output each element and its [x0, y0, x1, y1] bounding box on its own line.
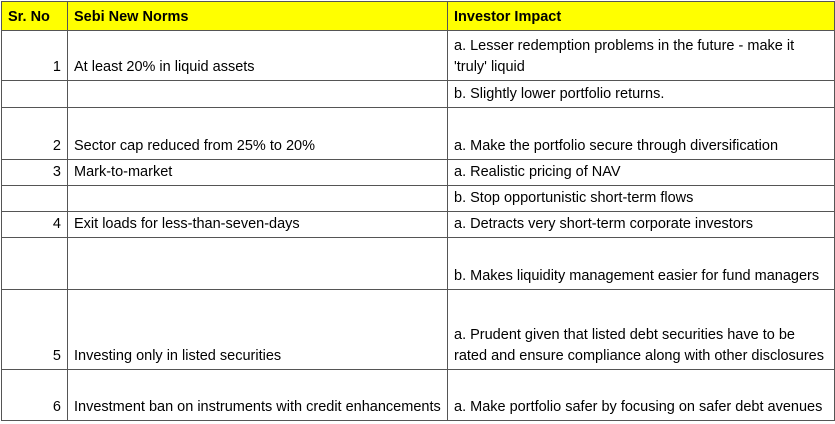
- table-cell: 3: [1, 159, 68, 186]
- table-row: 2 Sector cap reduced from 25% to 20% a. Ma…: [1, 107, 835, 160]
- table-cell: Investing only in listed securities: [67, 289, 448, 370]
- table-cell: [1, 237, 68, 290]
- table-cell: a. Prudent given that listed debt securi…: [447, 289, 835, 370]
- table-cell: a. Make the portfolio secure through div…: [447, 107, 835, 160]
- table-row: b. Slightly lower portfolio returns.: [1, 80, 835, 108]
- table-cell: [67, 185, 448, 212]
- header-row: Sr. No Sebi New Norms Investor Impact: [1, 1, 835, 31]
- table-row: 4 Exit loads for less-than-seven-days a. D…: [1, 211, 835, 238]
- table-cell: a. Lesser redemption problems in the fut…: [447, 30, 835, 81]
- table-cell: 2: [1, 107, 68, 160]
- table-cell: b. Slightly lower portfolio returns.: [447, 80, 835, 108]
- table-row: 1 At least 20% in liquid assets a. Lesser …: [1, 30, 835, 81]
- header-cell: Sr. No: [1, 1, 68, 31]
- table-cell: a. Detracts very short-term corporate in…: [447, 211, 835, 238]
- table-row: 3 Mark-to-market a. Realistic pricing of N…: [1, 159, 835, 186]
- table-cell: 5: [1, 289, 68, 370]
- table-cell: a. Realistic pricing of NAV: [447, 159, 835, 186]
- table-cell: b. Makes liquidity management easier for…: [447, 237, 835, 290]
- table-cell: [67, 237, 448, 290]
- header-cell: Investor Impact: [447, 1, 835, 31]
- table-cell: 4: [1, 211, 68, 238]
- table-cell: Mark-to-market: [67, 159, 448, 186]
- table-cell: [1, 185, 68, 212]
- table-cell: a. Make portfolio safer by focusing on s…: [447, 369, 835, 421]
- table-cell: 6: [1, 369, 68, 421]
- table-cell: [1, 80, 68, 108]
- table-cell: 1: [1, 30, 68, 81]
- table-row: b. Stop opportunistic short-term flows: [1, 185, 835, 212]
- table-cell: Investment ban on instruments with credi…: [67, 369, 448, 421]
- table-body: 1 At least 20% in liquid assets a. Lesser …: [1, 30, 835, 421]
- table-cell: Exit loads for less-than-seven-days: [67, 211, 448, 238]
- table-cell: b. Stop opportunistic short-term flows: [447, 185, 835, 212]
- table-cell: Sector cap reduced from 25% to 20%: [67, 107, 448, 160]
- table-row: b. Makes liquidity management easier for…: [1, 237, 835, 290]
- table-row: 5 Investing only in listed securities a. P…: [1, 289, 835, 370]
- table-cell: [67, 80, 448, 108]
- table-header: Sr. No Sebi New Norms Investor Impact: [1, 1, 835, 31]
- table-row: 6 Investment ban on instruments with cred…: [1, 369, 835, 421]
- header-cell: Sebi New Norms: [67, 1, 448, 31]
- table-cell: At least 20% in liquid assets: [67, 30, 448, 81]
